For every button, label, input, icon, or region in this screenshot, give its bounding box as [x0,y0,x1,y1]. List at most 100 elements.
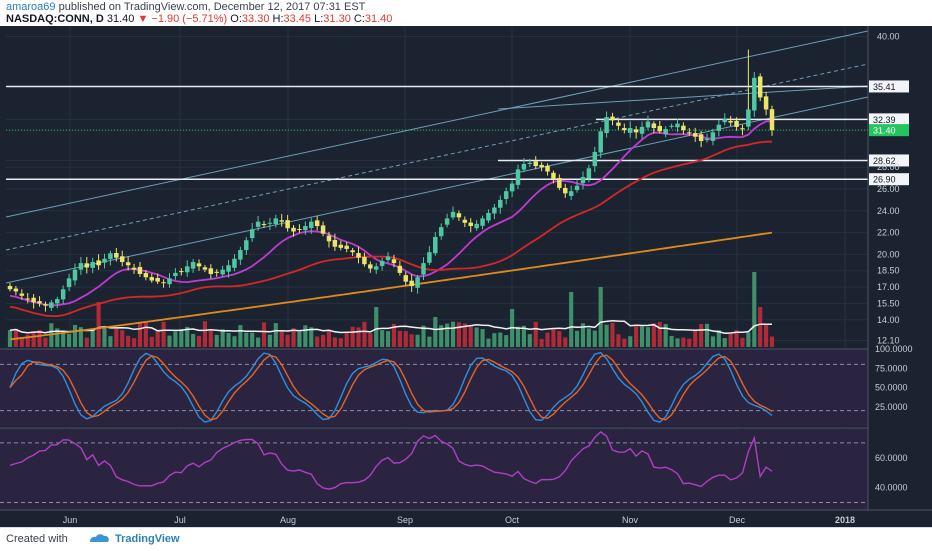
candle-body[interactable] [155,278,160,282]
channel-short-line[interactable] [497,85,869,110]
candle-body[interactable] [740,128,745,130]
candle-body[interactable] [220,269,225,275]
candle-body[interactable] [586,168,592,179]
candle-body[interactable] [462,219,468,223]
candle-body[interactable] [114,252,119,258]
candle-body[interactable] [137,266,143,274]
time-axis[interactable]: Jun Jul Aug Sep Oct Nov Dec 2018 [0,509,932,527]
candle-body[interactable] [37,301,42,304]
time-tick-label[interactable]: Jul [174,515,186,525]
candle-body[interactable] [119,256,125,263]
candle-body[interactable] [196,263,202,267]
candle-body[interactable] [438,227,444,237]
candle-body[interactable] [179,271,184,273]
time-tick-label[interactable]: Dec [729,515,746,525]
candle-body[interactable] [161,282,166,284]
candle-body[interactable] [492,207,497,214]
candle-body[interactable] [639,126,645,134]
candle-body[interactable] [232,258,237,268]
candle-body[interactable] [669,125,674,127]
candle-body[interactable] [362,257,367,265]
candle-body[interactable] [409,280,414,286]
candle-body[interactable] [746,109,751,127]
candle-body[interactable] [84,263,90,268]
candle-body[interactable] [373,266,379,270]
stochastic-pane[interactable] [0,348,932,426]
candle-body[interactable] [657,125,663,132]
candle-body[interactable] [108,253,113,260]
candle-body[interactable] [763,96,769,110]
candle-body[interactable] [622,128,627,131]
candle-body[interactable] [450,211,456,218]
channel-lower-line[interactable] [5,96,869,284]
tradingview-brand-link[interactable]: TradingView [115,533,180,545]
candle-body[interactable] [7,285,13,290]
rsi-pane[interactable] [0,427,932,510]
candle-body[interactable] [344,245,349,249]
candle-body[interactable] [663,129,668,134]
candle-body[interactable] [444,218,450,225]
candle-body[interactable] [190,262,196,269]
candle-body[interactable] [752,77,757,111]
candle-body[interactable] [687,132,692,134]
candle-body[interactable] [527,162,533,164]
candle-body[interactable] [391,259,397,264]
candle-body[interactable] [214,271,219,273]
time-tick-label[interactable]: Oct [505,515,520,525]
candle-body[interactable] [125,262,131,266]
candle-body[interactable] [102,258,107,263]
candle-body[interactable] [568,191,574,196]
time-tick-label[interactable]: Jun [63,515,78,525]
time-tick-label[interactable]: 2018 [835,515,855,525]
author-link[interactable]: amaroa69 [6,1,56,13]
candle-body[interactable] [539,164,544,168]
candle-body[interactable] [19,293,25,296]
candle-body[interactable] [356,253,361,258]
candle-body[interactable] [66,278,72,288]
candle-body[interactable] [468,222,473,227]
candle-body[interactable] [13,288,19,292]
candle-body[interactable] [78,263,84,270]
candle-body[interactable] [314,220,320,227]
candle-body[interactable] [385,256,391,261]
candle-body[interactable] [474,223,479,229]
candle-body[interactable] [610,116,615,121]
candle-body[interactable] [769,109,775,131]
candle-body[interactable] [96,260,101,266]
candle-body[interactable] [273,218,279,224]
time-tick-label[interactable]: Nov [622,515,639,525]
candle-body[interactable] [43,304,48,306]
candle-body[interactable] [143,273,149,278]
candle-body[interactable] [255,221,261,227]
candle-body[interactable] [563,187,568,194]
symbol-label[interactable]: NASDAQ:CONN, D [6,13,104,25]
candle-body[interactable] [249,229,255,239]
candle-body[interactable] [25,298,30,300]
horizontal-levels[interactable] [6,85,868,180]
candle-body[interactable] [297,228,302,230]
candle-body[interactable] [627,127,633,133]
candle-body[interactable] [604,117,609,134]
candle-body[interactable] [722,119,727,123]
candle-body[interactable] [433,236,438,254]
candle-body[interactable] [592,151,598,167]
candle-body[interactable] [72,269,78,281]
candle-body[interactable] [734,120,739,127]
candle-body[interactable] [710,132,716,141]
candle-body[interactable] [645,121,651,128]
candle-body[interactable] [757,76,763,98]
candle-body[interactable] [698,134,704,142]
candle-body[interactable] [415,277,420,288]
candle-body[interactable] [498,199,503,208]
candle-body[interactable] [728,121,733,123]
candle-body[interactable] [692,133,698,137]
candle-body[interactable] [503,191,509,199]
candle-body[interactable] [31,297,36,303]
candle-body[interactable] [421,263,426,275]
candle-body[interactable] [49,302,54,308]
candle-body[interactable] [633,129,639,133]
candle-body[interactable] [557,177,562,188]
candle-body[interactable] [303,226,308,231]
